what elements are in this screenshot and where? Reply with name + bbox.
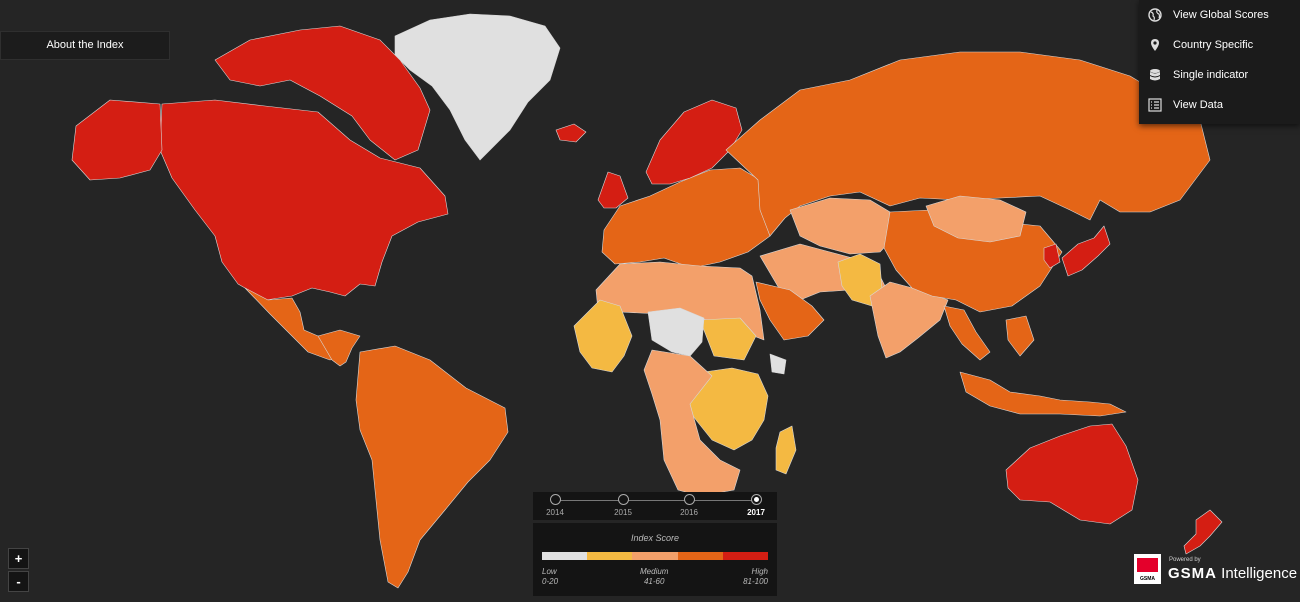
year-radio[interactable] xyxy=(549,494,561,505)
region-south-america[interactable] xyxy=(355,345,509,589)
map-pin-icon xyxy=(1148,38,1162,52)
year-2014-option[interactable]: 2014 xyxy=(535,494,575,517)
legend-color-bar xyxy=(542,552,769,560)
region-india[interactable] xyxy=(869,281,949,359)
view-menu: View Global Scores Country Specific Sing… xyxy=(1139,0,1300,124)
legend-medium-label: Medium xyxy=(640,567,669,576)
region-north-america[interactable] xyxy=(159,99,449,301)
country-specific-item[interactable]: Country Specific xyxy=(1139,30,1300,60)
year-2017-option[interactable]: 2017 xyxy=(736,494,776,517)
legend-high-range: 81-100 xyxy=(743,577,768,586)
gsma-logo-text: GSMA xyxy=(1140,576,1155,582)
year-radio-selected[interactable] xyxy=(750,494,762,505)
region-southeast-asia[interactable] xyxy=(943,305,1035,361)
year-2016-option[interactable]: 2016 xyxy=(669,494,709,517)
gsma-intelligence-logo: GSMA Powered by GSMA Intelligence xyxy=(1134,552,1297,586)
region-central-america[interactable] xyxy=(317,329,361,367)
list-icon xyxy=(1148,98,1162,112)
view-data-item[interactable]: View Data xyxy=(1139,90,1300,120)
single-indicator-label: Single indicator xyxy=(1173,69,1249,81)
globe-icon xyxy=(1148,8,1162,22)
legend-medium-range: 41-60 xyxy=(643,577,665,586)
legend-low: Low 0-20 xyxy=(542,567,558,587)
powered-by-text: Powered by xyxy=(1169,557,1201,563)
legend-low-label: Low xyxy=(542,567,557,576)
region-iceland[interactable] xyxy=(555,123,587,143)
zoom-in-button[interactable]: + xyxy=(8,548,29,569)
zoom-out-button[interactable]: - xyxy=(8,571,29,592)
region-canada-islands[interactable] xyxy=(71,25,431,181)
region-russia[interactable] xyxy=(725,51,1211,237)
region-australia[interactable] xyxy=(1005,423,1139,525)
legend-swatch-0 xyxy=(542,552,588,560)
country-specific-label: Country Specific xyxy=(1173,39,1254,51)
legend-high: High 81-100 xyxy=(743,567,768,587)
region-japan[interactable] xyxy=(1061,225,1111,277)
year-label: 2015 xyxy=(614,508,632,517)
about-index-button[interactable]: About the Index xyxy=(0,31,170,60)
year-2015-option[interactable]: 2015 xyxy=(603,494,643,517)
region-nordics[interactable] xyxy=(645,99,743,185)
region-indonesia[interactable] xyxy=(959,371,1127,417)
region-uk[interactable] xyxy=(597,171,629,209)
year-label: 2016 xyxy=(680,508,698,517)
legend-low-range: 0-20 xyxy=(542,577,559,586)
brand-name-bold: GSMA xyxy=(1168,565,1217,582)
gsma-logo-mark: GSMA xyxy=(1134,554,1161,584)
region-madagascar[interactable] xyxy=(775,425,797,475)
view-data-label: View Data xyxy=(1173,99,1223,111)
legend-swatch-3 xyxy=(677,552,723,560)
year-label: 2014 xyxy=(546,508,564,517)
legend-swatch-2 xyxy=(632,552,678,560)
region-mongolia[interactable] xyxy=(925,195,1027,243)
index-score-legend: Index Score Low 0-20 Medium 41-60 High 8… xyxy=(533,523,777,596)
region-greenland[interactable] xyxy=(394,13,561,161)
database-icon xyxy=(1148,68,1162,82)
region-southern-africa[interactable] xyxy=(643,349,741,497)
single-indicator-item[interactable]: Single indicator xyxy=(1139,60,1300,90)
year-radio[interactable] xyxy=(683,494,695,505)
legend-medium: Medium 41-60 xyxy=(640,567,668,587)
region-europe[interactable] xyxy=(601,167,771,269)
legend-swatch-1 xyxy=(587,552,633,560)
view-global-scores-item[interactable]: View Global Scores xyxy=(1139,0,1300,30)
region-west-africa[interactable] xyxy=(573,299,757,373)
year-radio[interactable] xyxy=(617,494,629,505)
timeline-track xyxy=(555,500,755,501)
legend-title: Index Score xyxy=(630,533,680,543)
year-timeline: 2014 2015 2016 2017 xyxy=(533,492,777,520)
legend-swatch-4 xyxy=(722,552,769,560)
legend-high-label: High xyxy=(751,567,768,576)
year-label: 2017 xyxy=(747,508,765,517)
brand-name-rest: Intelligence xyxy=(1217,565,1298,582)
brand-name: GSMA Intelligence xyxy=(1168,565,1297,582)
view-global-scores-label: View Global Scores xyxy=(1173,9,1269,21)
region-arabia[interactable] xyxy=(755,281,825,341)
region-korea[interactable] xyxy=(1043,243,1061,269)
region-new-zealand[interactable] xyxy=(1183,509,1223,555)
region-sahel[interactable] xyxy=(647,307,787,375)
